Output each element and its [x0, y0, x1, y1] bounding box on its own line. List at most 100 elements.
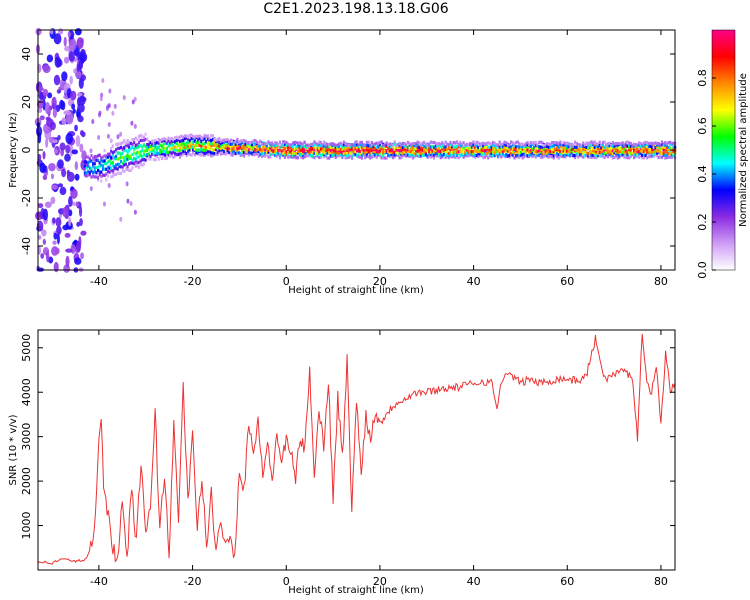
- spectrogram-ridge-cell: [103, 159, 106, 163]
- spectrogram-ridge-cell: [419, 143, 423, 147]
- spectrogram-ridge-cell: [155, 141, 159, 145]
- spectrogram-ridge-cell: [326, 145, 329, 149]
- spectrogram-ridge-cell: [331, 150, 334, 154]
- spectrogram-ridge-cell: [144, 137, 147, 141]
- spectrogram-ridge-cell: [236, 144, 239, 148]
- spectrogram-ridge-cell: [208, 147, 211, 151]
- spectrogram-ridge-cell: [111, 161, 114, 165]
- spectrogram-ridge-cell: [536, 150, 539, 154]
- spectrogram-ridge-cell: [641, 153, 644, 157]
- spectrogram-ridge-cell: [646, 142, 649, 146]
- spectrogram-ridge-cell: [234, 140, 237, 144]
- spectrogram-ridge-cell: [96, 165, 100, 170]
- spectrogram-noise-cell: [77, 115, 84, 123]
- spectrogram-ridge-cell: [136, 164, 139, 168]
- spectrogram-ridge-cell: [595, 150, 598, 155]
- spectrogram-ridge-cell: [606, 142, 609, 146]
- spectrogram-ridge-cell: [542, 154, 546, 158]
- spectrogram-ridge-cell: [218, 144, 221, 148]
- spectrogram-ridge-cell: [323, 140, 326, 144]
- spectrogram-ridge-cell: [551, 140, 554, 145]
- spectrogram-ridge-cell: [429, 150, 432, 155]
- spectrogram-ridge-cell: [87, 160, 90, 165]
- spectrogram-ridge-cell: [251, 151, 254, 156]
- spectrogram-ridge-cell: [477, 149, 480, 153]
- spectrogram-ridge-cell: [444, 149, 447, 154]
- spectrogram-ridge-cell: [105, 161, 108, 166]
- spectrogram-ridge-cell: [287, 144, 290, 149]
- spectrogram-ridge-cell: [160, 138, 164, 142]
- spectrogram-ridge-cell: [541, 147, 544, 151]
- spectrogram-ridge-cell: [465, 142, 469, 146]
- spectrogram-ridge-cell: [603, 148, 606, 152]
- spectrogram-ridge-cell: [390, 152, 393, 156]
- spectrogram-ridge-cell: [175, 152, 178, 156]
- spectrogram-ridge-cell: [121, 152, 124, 156]
- spectrogram-ridge-cell: [378, 140, 382, 145]
- spectrogram-ridge-cell: [446, 147, 449, 151]
- spectrogram-ridge-cell: [605, 150, 608, 155]
- spectrogram-ridge-cell: [254, 139, 257, 143]
- spectrogram-ridge-cell: [169, 141, 172, 145]
- spectrogram-ridge-cell: [531, 151, 534, 155]
- spectrogram-ridge-cell: [85, 166, 88, 170]
- spectrogram-ridge-cell: [137, 160, 141, 165]
- spectrogram-noise-cell: [39, 162, 46, 174]
- spectrogram-ridge-cell: [83, 160, 87, 164]
- spectrogram-ridge-cell: [555, 142, 559, 147]
- spectrogram-ridge-cell: [606, 145, 609, 149]
- spectrogram-ridge-cell: [467, 154, 470, 158]
- spectrogram-ridge-cell: [655, 151, 659, 155]
- spectrogram-ridge-cell: [593, 145, 596, 150]
- spectrogram-ridge-cell: [347, 150, 350, 154]
- spectrogram-ridge-cell: [141, 138, 144, 143]
- spectrogram-ridge-cell: [354, 152, 357, 156]
- spectrogram-ridge-cell: [411, 153, 414, 157]
- spectrogram-ridge-cell: [618, 146, 621, 150]
- spectrogram-ridge-cell: [444, 145, 447, 149]
- spectrogram-ridge-cell: [278, 153, 282, 157]
- spectrogram-ridge-cell: [175, 148, 178, 152]
- spectrogram-ridge-cell: [270, 150, 273, 154]
- spectrogram-ridge-cell: [560, 147, 564, 151]
- spectrogram-ridge-cell: [521, 156, 524, 160]
- spectrogram-ridge-cell: [95, 155, 98, 159]
- spectrogram-ridge-cell: [474, 145, 477, 149]
- spectrogram-ridge-cell: [211, 148, 214, 152]
- spectrogram-ridge-cell: [267, 148, 270, 152]
- spectrogram-ridge-cell: [482, 141, 485, 145]
- spectrogram-ridge-cell: [539, 155, 542, 159]
- spectrogram-ridge-cell: [249, 151, 252, 155]
- spectrogram-noise-cell: [133, 96, 137, 102]
- spectrogram-ridge-cell: [239, 143, 242, 147]
- spectrogram-ridge-cell: [557, 145, 560, 149]
- spectrogram-ridge-cell: [260, 142, 264, 146]
- spectrogram-ridge-cell: [505, 154, 508, 159]
- spectrogram-ridge-cell: [559, 152, 562, 156]
- spectrogram-ridge-cell: [185, 144, 188, 148]
- spectrogram-ridge-cell: [419, 148, 423, 152]
- spectrogram-ridge-cell: [639, 154, 642, 158]
- spectrogram-ridge-cell: [205, 139, 208, 144]
- spectrogram-ridge-cell: [129, 161, 132, 165]
- x-tick-label: 0: [283, 575, 290, 588]
- spectrogram-noise-cell: [75, 240, 81, 253]
- spectrogram-ridge-cell: [624, 141, 628, 145]
- spectrogram-ridge-cell: [196, 143, 200, 147]
- spectrogram-ridge-cell: [246, 140, 249, 145]
- spectrogram-ridge-cell: [296, 143, 300, 147]
- spectrogram-ridge-cell: [292, 141, 295, 145]
- spectrogram-noise-cell: [80, 48, 86, 58]
- spectrogram-ridge-cell: [98, 161, 101, 165]
- spectrogram-noise-cell: [74, 173, 80, 181]
- spectrogram-ridge-cell: [380, 145, 383, 149]
- spectrogram-ridge-cell: [567, 145, 570, 149]
- spectrogram-ridge-cell: [151, 147, 154, 151]
- spectrogram-ridge-cell: [439, 142, 442, 146]
- spectrogram-ridge-cell: [234, 144, 237, 149]
- spectrogram-ridge-cell: [88, 157, 91, 161]
- spectrogram-ridge-cell: [362, 152, 365, 157]
- spectrogram-ridge-cell: [506, 154, 509, 158]
- spectrogram-ridge-cell: [113, 165, 116, 169]
